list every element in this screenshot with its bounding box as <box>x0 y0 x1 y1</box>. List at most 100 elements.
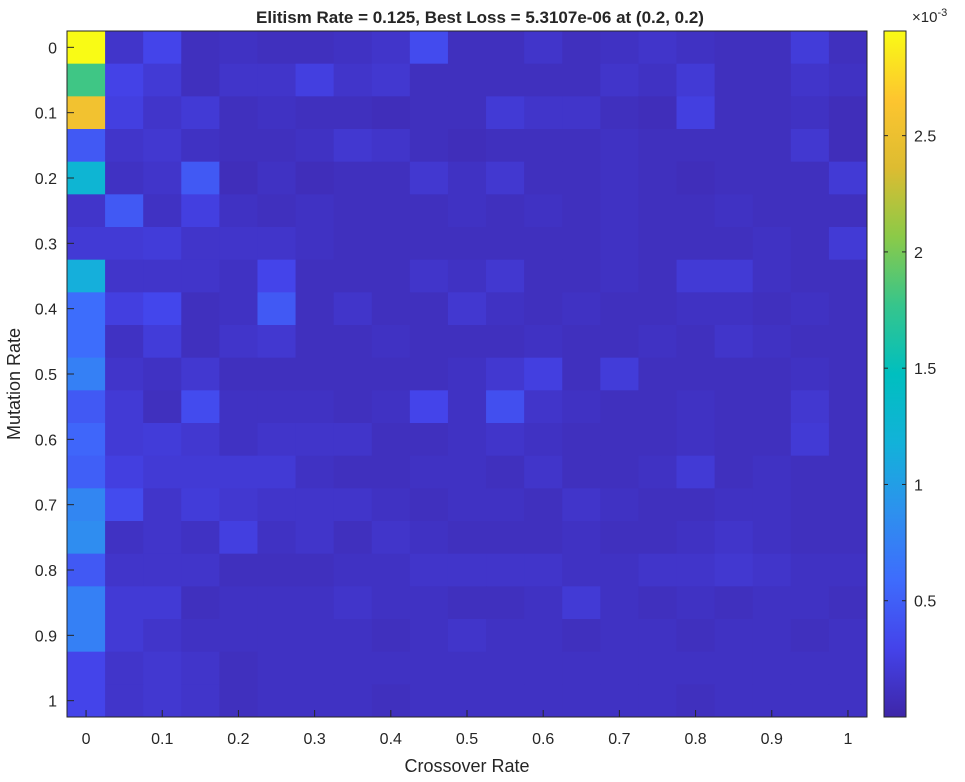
heatmap-cell <box>219 390 258 424</box>
heatmap-cell <box>486 455 525 489</box>
heatmap-cell <box>562 161 601 195</box>
heatmap-cell <box>790 684 830 718</box>
heatmap-cell <box>409 31 449 65</box>
heatmap-cell <box>181 357 220 391</box>
heatmap-cell <box>181 96 220 130</box>
heatmap-cell <box>524 129 563 163</box>
x-tick-label: 0 <box>82 731 91 748</box>
heatmap-cell <box>676 194 716 228</box>
heatmap-cell <box>790 96 830 130</box>
heatmap-cell <box>790 292 830 326</box>
heatmap-cell <box>486 619 525 653</box>
heatmap-cell <box>828 63 868 97</box>
heatmap-cell <box>105 292 144 326</box>
y-tick-label: 0.7 <box>35 498 57 515</box>
y-tick-label: 0.4 <box>35 302 57 319</box>
heatmap-cell <box>257 586 297 620</box>
heatmap-cell <box>333 619 373 653</box>
heatmap-cell <box>524 96 563 130</box>
heatmap-cell <box>447 194 487 228</box>
heatmap-cell <box>181 31 220 65</box>
heatmap-cell <box>257 423 297 457</box>
heatmap-cell <box>143 292 182 326</box>
heatmap-cell <box>219 521 258 555</box>
heatmap-cell <box>790 619 830 653</box>
heatmap-cell <box>105 390 144 424</box>
heatmap-cell <box>143 488 182 522</box>
heatmap-cell <box>371 161 411 195</box>
heatmap-cell <box>562 96 601 130</box>
heatmap-cell <box>714 325 754 359</box>
heatmap-cell <box>486 129 525 163</box>
heatmap-cell <box>333 455 373 489</box>
heatmap-cell <box>371 488 411 522</box>
heatmap-cell <box>447 521 487 555</box>
x-tick-label: 0.7 <box>608 731 630 748</box>
heatmap-cell <box>295 586 335 620</box>
heatmap-cell <box>790 488 830 522</box>
heatmap-cell <box>105 455 144 489</box>
heatmap-cell <box>486 521 525 555</box>
heatmap-cell <box>714 129 754 163</box>
heatmap-cell <box>295 521 335 555</box>
heatmap-cell <box>600 31 639 65</box>
heatmap-cell <box>333 129 373 163</box>
heatmap-cell <box>600 357 639 391</box>
x-tick-label: 0.9 <box>761 731 783 748</box>
heatmap-cell <box>181 227 220 261</box>
heatmap-cell <box>562 553 601 587</box>
heatmap-cell <box>447 292 487 326</box>
heatmap-cell <box>219 161 258 195</box>
heatmap-cell <box>257 259 297 293</box>
heatmap-cell <box>67 586 106 620</box>
heatmap-cell <box>790 553 830 587</box>
heatmap-cell <box>143 521 182 555</box>
heatmap-cell <box>524 390 563 424</box>
heatmap-cell <box>447 96 487 130</box>
heatmap-cell <box>600 455 639 489</box>
heatmap-cell <box>143 586 182 620</box>
heatmap-cell <box>295 423 335 457</box>
heatmap-cell <box>181 63 220 97</box>
heatmap-cell <box>600 586 639 620</box>
heatmap-cell <box>790 455 830 489</box>
heatmap-cell <box>143 423 182 457</box>
heatmap-cell <box>828 129 868 163</box>
heatmap-cell <box>562 423 601 457</box>
heatmap-cell <box>409 357 449 391</box>
heatmap-cell <box>638 390 678 424</box>
heatmap-cell <box>447 357 487 391</box>
heatmap-cell <box>447 161 487 195</box>
heatmap-cell <box>638 325 678 359</box>
heatmap-cell <box>524 292 563 326</box>
heatmap-cell <box>409 423 449 457</box>
heatmap-cell <box>790 423 830 457</box>
heatmap-cell <box>524 455 563 489</box>
heatmap-cell <box>333 651 373 685</box>
heatmap-cell <box>486 423 525 457</box>
heatmap-cell <box>181 651 220 685</box>
heatmap-cell <box>562 129 601 163</box>
heatmap-cell <box>790 521 830 555</box>
heatmap-cell <box>676 292 716 326</box>
heatmap-cell <box>447 390 487 424</box>
heatmap-cell <box>562 619 601 653</box>
heatmap-cell <box>219 488 258 522</box>
heatmap-cell <box>219 31 258 65</box>
heatmap-cell <box>562 455 601 489</box>
heatmap-cell <box>524 521 563 555</box>
heatmap-cell <box>600 553 639 587</box>
heatmap-cell <box>181 161 220 195</box>
x-tick-label: 0.2 <box>227 731 249 748</box>
heatmap-cell <box>409 521 449 555</box>
heatmap-cell <box>143 96 182 130</box>
y-tick-label: 0.1 <box>35 106 57 123</box>
heatmap-cell <box>219 259 258 293</box>
heatmap-cell <box>295 259 335 293</box>
y-axis-ticks: 0 0.1 0.2 0.3 0.4 0.5 0.6 0.7 0.8 0.9 1 <box>35 40 74 711</box>
heatmap-cell <box>676 357 716 391</box>
heatmap-cell <box>638 586 678 620</box>
heatmap-cell <box>371 194 411 228</box>
heatmap-cell <box>638 31 678 65</box>
colorbar-tick-label: 2 <box>914 245 923 262</box>
